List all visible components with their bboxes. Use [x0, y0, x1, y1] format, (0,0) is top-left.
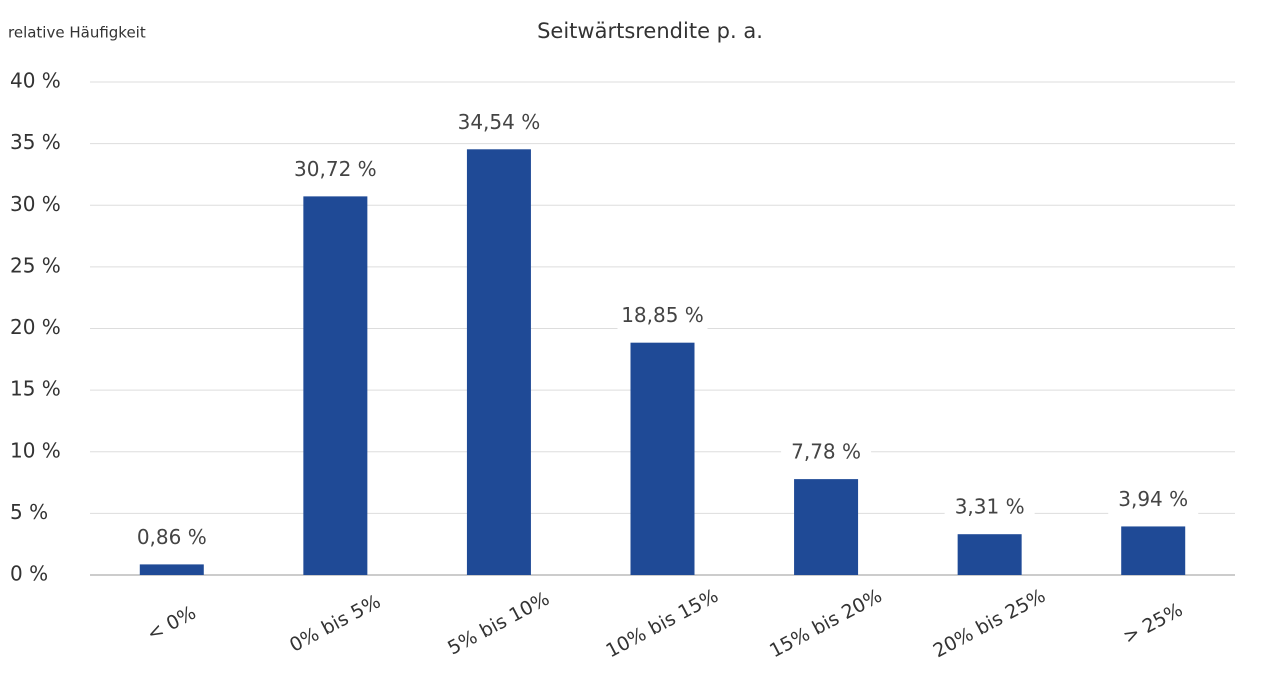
- y-tick-label: 5 %: [10, 500, 48, 524]
- x-tick-label: 0% bis 5%: [286, 590, 384, 656]
- value-label: 3,94 %: [1118, 487, 1188, 511]
- y-tick-label: 40 %: [10, 69, 61, 93]
- bar: [957, 534, 1022, 575]
- bar: [630, 342, 695, 575]
- x-tick-label: 10% bis 15%: [602, 585, 722, 663]
- value-label: 3,31 %: [955, 495, 1025, 519]
- value-label-bg: [453, 108, 544, 139]
- value-label-bg: [126, 523, 217, 554]
- y-axis-label: relative Häufigkeit: [8, 24, 146, 42]
- value-label-bg: [617, 301, 708, 332]
- x-tick-label: 20% bis 25%: [930, 585, 1050, 663]
- value-label-bg: [944, 493, 1035, 524]
- value-label-bg: [1108, 485, 1199, 516]
- value-label: 0,86 %: [137, 525, 207, 549]
- value-label-bg: [781, 438, 872, 469]
- value-label-bg: [290, 155, 381, 186]
- bar: [303, 196, 368, 575]
- bar: [139, 564, 204, 575]
- x-tick-label: < 0%: [143, 602, 199, 646]
- bar: [1121, 526, 1186, 575]
- y-tick-label: 20 %: [10, 315, 61, 339]
- y-tick-label: 15 %: [10, 377, 61, 401]
- y-tick-label: 30 %: [10, 192, 61, 216]
- value-label: 18,85 %: [621, 303, 704, 327]
- y-tick-label: 35 %: [10, 130, 61, 154]
- chart-title: Seitwärtsrendite p. a.: [537, 19, 763, 43]
- x-tick-label: > 25%: [1119, 599, 1186, 649]
- x-tick-label: 15% bis 20%: [766, 585, 886, 663]
- value-label: 34,54 %: [458, 110, 541, 134]
- value-label: 30,72 %: [294, 157, 377, 181]
- x-tick-label: 5% bis 10%: [444, 588, 553, 660]
- y-tick-label: 0 %: [10, 562, 48, 586]
- bar: [794, 479, 859, 575]
- y-tick-label: 10 %: [10, 438, 61, 462]
- value-label: 7,78 %: [791, 440, 861, 464]
- y-tick-label: 25 %: [10, 253, 61, 277]
- bar: [466, 149, 531, 575]
